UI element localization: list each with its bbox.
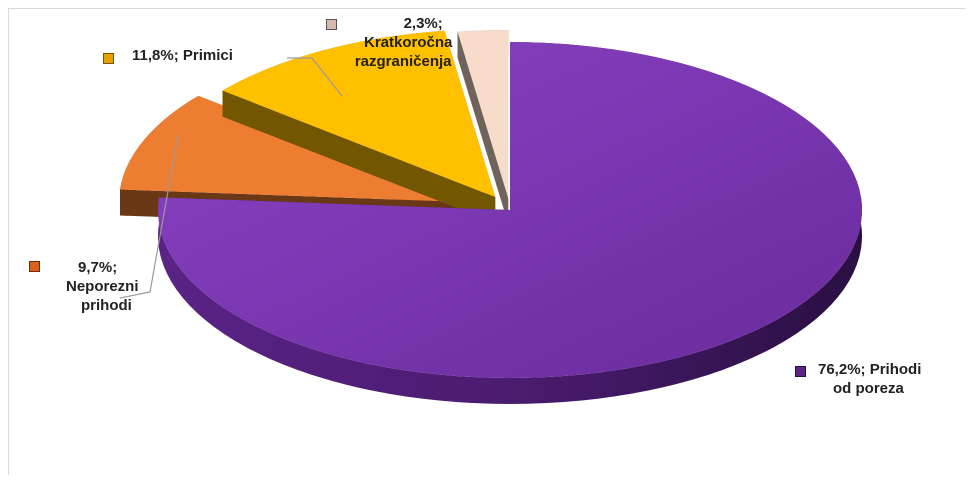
data-label-primici: 11,8%; Primici bbox=[132, 46, 233, 65]
pie-slice-primici-wall-0 bbox=[222, 90, 496, 223]
data-label-neporez: 9,7%; Neporezni prihodi bbox=[66, 258, 139, 315]
pie-slice-kratkoro-na-razgrani-enja bbox=[457, 30, 509, 199]
data-label-porez-pct-line: 76,2%; Prihodi bbox=[818, 360, 921, 379]
chart-frame bbox=[8, 8, 965, 475]
legend-marker-porez bbox=[795, 366, 806, 377]
legend-marker-neporez bbox=[29, 261, 40, 272]
pie-slice-kratkoro-na-razgrani-enja-wall-0 bbox=[457, 31, 509, 225]
data-label-primici-pct: 11,8%; bbox=[132, 47, 179, 64]
data-label-porez-line1: Prihodi bbox=[869, 361, 922, 378]
legend-marker-kratko bbox=[326, 19, 337, 30]
data-label-porez-line2: od poreza bbox=[833, 380, 904, 397]
data-label-neporez-line1: Neporezni bbox=[66, 278, 139, 295]
data-label-kratko-pct: 2,3%; bbox=[403, 15, 443, 32]
pie-slice-prihodi-od-poreza bbox=[157, 42, 862, 378]
data-label-porez-pct: 76,2%; bbox=[818, 361, 866, 378]
data-label-neporez-line2: prihodi bbox=[81, 297, 132, 314]
data-label-neporez-pct: 9,7%; bbox=[78, 259, 118, 276]
leader-line-primici bbox=[287, 57, 343, 97]
data-label-primici-name: Primici bbox=[182, 47, 233, 64]
leader-line-neporez bbox=[119, 134, 179, 299]
data-label-kratko-line1: Kratkoročna bbox=[364, 34, 453, 51]
legend-marker-primici bbox=[103, 53, 114, 64]
data-label-kratko-line2: razgraničenja bbox=[354, 53, 452, 70]
data-label-kratko: 2,3%; Kratkoročna razgraničenja bbox=[354, 14, 453, 71]
data-label-porez: 76,2%; Prihodi od poreza bbox=[818, 360, 921, 398]
pie-slice-primici bbox=[222, 30, 496, 197]
